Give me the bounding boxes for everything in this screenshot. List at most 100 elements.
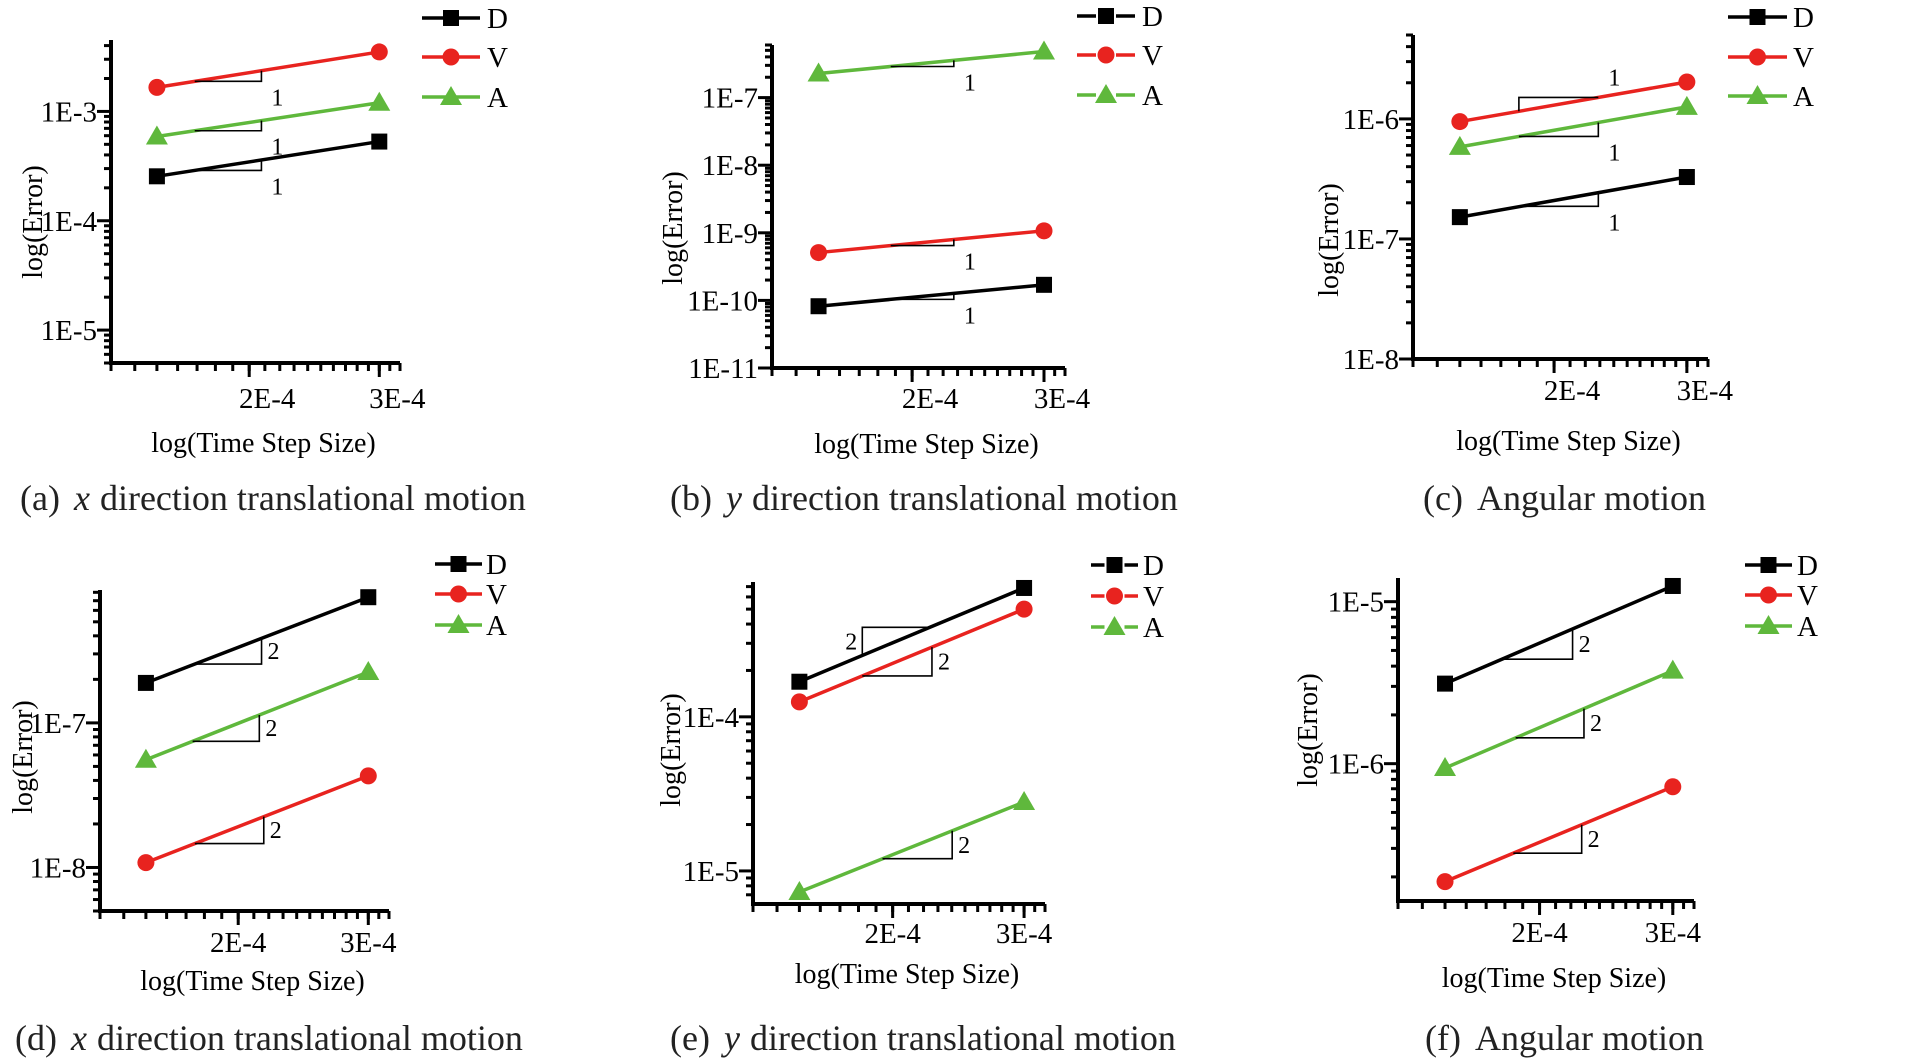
triangle-marker-icon xyxy=(1746,85,1769,104)
y-tick-label: 1E-7 xyxy=(702,83,758,115)
panel-caption: (e) y direction translational motion xyxy=(670,1018,1176,1058)
legend-item-V: V xyxy=(422,42,508,74)
series-D: 2 xyxy=(1437,577,1681,692)
caption-variable: y xyxy=(721,1018,740,1058)
data-point xyxy=(1664,577,1681,594)
legend-label: A xyxy=(487,82,508,114)
legend-label: V xyxy=(1142,40,1163,72)
x-axis-label: log(Time Step Size) xyxy=(795,959,1020,990)
y-tick-label: 1E-7 xyxy=(1343,224,1399,256)
slope-label: 1 xyxy=(964,250,976,276)
legend-label: D xyxy=(1797,550,1818,582)
slope-label: 1 xyxy=(271,85,283,111)
legend-item-V: V xyxy=(1745,580,1818,612)
data-point xyxy=(371,133,388,150)
series-line xyxy=(145,595,369,685)
series-D: 1 xyxy=(1451,169,1695,236)
x-tick-label: 3E-4 xyxy=(1034,383,1091,415)
y-tick-label: 1E-5 xyxy=(683,856,739,888)
data-point xyxy=(1033,40,1056,60)
data-point xyxy=(1015,600,1033,618)
series-line xyxy=(818,229,1045,255)
legend-item-A: A xyxy=(1077,80,1163,112)
square-marker-icon xyxy=(1760,557,1777,573)
legend-item-D: D xyxy=(435,549,507,581)
slope-triangle xyxy=(1518,96,1599,112)
data-point xyxy=(137,674,154,691)
caption-text: direction translational motion xyxy=(100,478,526,518)
y-axis-label: log(Error) xyxy=(1293,673,1324,787)
x-tick-label: 2E-4 xyxy=(239,383,296,415)
x-tick-label: 3E-4 xyxy=(996,918,1053,950)
data-point xyxy=(1448,135,1471,155)
caption-label: (d) xyxy=(15,1018,57,1058)
data-point xyxy=(360,589,377,606)
circle-marker-icon xyxy=(1106,587,1123,605)
series-line xyxy=(798,800,1025,894)
data-point xyxy=(790,693,808,711)
legend-label: A xyxy=(1793,81,1814,113)
slope-label: 1 xyxy=(1608,65,1620,91)
series-line xyxy=(818,49,1045,76)
series-line xyxy=(1444,669,1674,770)
y-tick-label: 1E-9 xyxy=(702,218,758,250)
triangle-marker-icon xyxy=(440,86,462,105)
slope-triangle xyxy=(1521,192,1600,208)
slope-label: 2 xyxy=(1579,632,1591,658)
square-marker-icon xyxy=(1098,8,1114,24)
y-tick-label: 1E-10 xyxy=(687,285,758,317)
x-axis-label: log(Time Step Size) xyxy=(1456,426,1681,457)
slope-label: 1 xyxy=(964,71,976,97)
triangle-marker-icon xyxy=(1095,84,1117,103)
data-point xyxy=(145,125,168,145)
legend-label: V xyxy=(486,579,507,611)
data-point xyxy=(134,748,157,768)
caption-label: (c) xyxy=(1423,478,1463,518)
panel-d: 2E-4 3E-4 1E-8 1E-7 log(Time Step Size) log(E… xyxy=(8,549,523,1058)
x-tick-label: 2E-4 xyxy=(1511,917,1568,949)
x-tick-label: 3E-4 xyxy=(1645,917,1702,949)
legend-item-D: D xyxy=(1077,1,1163,33)
data-point xyxy=(359,767,377,785)
data-point xyxy=(1661,659,1684,679)
panel-caption: (f) Angular motion xyxy=(1425,1018,1704,1058)
y-tick-label: 1E-6 xyxy=(1328,749,1384,781)
data-point xyxy=(810,244,828,262)
y-tick-label: 1E-3 xyxy=(41,96,97,128)
series-line xyxy=(1459,175,1688,219)
series-line xyxy=(818,283,1045,308)
series-V: 2 xyxy=(1436,778,1682,891)
data-point xyxy=(148,168,165,185)
x-tick-label: 3E-4 xyxy=(1677,375,1734,407)
slope-label: 2 xyxy=(938,650,950,676)
legend-label: V xyxy=(1143,581,1164,613)
slope-label: 2 xyxy=(1590,711,1602,737)
legend-label: A xyxy=(1142,80,1163,112)
data-point xyxy=(1436,873,1454,891)
data-point xyxy=(1451,209,1468,226)
slope-label: 2 xyxy=(1588,827,1600,853)
data-point xyxy=(1016,579,1033,596)
panel-e: 2E-4 3E-4 1E-5 1E-4 log(Time Step Size) log(E… xyxy=(656,550,1176,1058)
slope-triangle xyxy=(1501,628,1574,661)
triangle-marker-icon xyxy=(1103,616,1126,635)
square-marker-icon xyxy=(443,10,459,26)
legend-item-A: A xyxy=(435,610,507,642)
data-point xyxy=(137,854,155,872)
series-line xyxy=(156,139,380,179)
caption-text: Angular motion xyxy=(1477,478,1706,518)
data-point xyxy=(357,660,380,680)
slope-triangle xyxy=(194,70,263,83)
caption-variable: x xyxy=(70,1018,87,1058)
panel-caption: (c) Angular motion xyxy=(1423,478,1706,518)
series-D: 1 xyxy=(810,276,1053,329)
y-tick-label: 1E-7 xyxy=(30,708,86,740)
x-tick-label: 2E-4 xyxy=(864,918,921,950)
legend-item-D: D xyxy=(1091,550,1164,582)
square-marker-icon xyxy=(1749,9,1766,25)
caption-text: direction translational motion xyxy=(752,478,1178,518)
legend-item-V: V xyxy=(435,579,507,611)
legend-item-V: V xyxy=(1728,42,1814,74)
data-point xyxy=(1678,73,1696,91)
data-point xyxy=(368,91,391,111)
